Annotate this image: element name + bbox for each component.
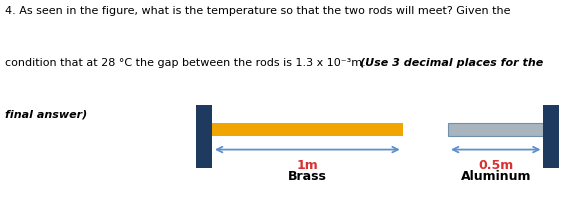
Text: final answer): final answer): [5, 109, 87, 119]
Bar: [196, 106, 212, 168]
Bar: [212, 124, 403, 137]
Text: 4. As seen in the figure, what is the temperature so that the two rods will meet: 4. As seen in the figure, what is the te…: [5, 6, 510, 16]
Bar: [544, 106, 559, 168]
Text: condition that at 28 °C the gap between the rods is 1.3 x 10⁻³m.: condition that at 28 °C the gap between …: [5, 58, 369, 68]
Text: 1m: 1m: [296, 158, 318, 171]
Text: (Use 3 decimal places for the: (Use 3 decimal places for the: [360, 58, 544, 68]
Text: 0.5m: 0.5m: [478, 158, 513, 171]
Text: Aluminum: Aluminum: [460, 170, 531, 183]
Text: Brass: Brass: [288, 170, 327, 183]
Bar: [448, 124, 544, 137]
